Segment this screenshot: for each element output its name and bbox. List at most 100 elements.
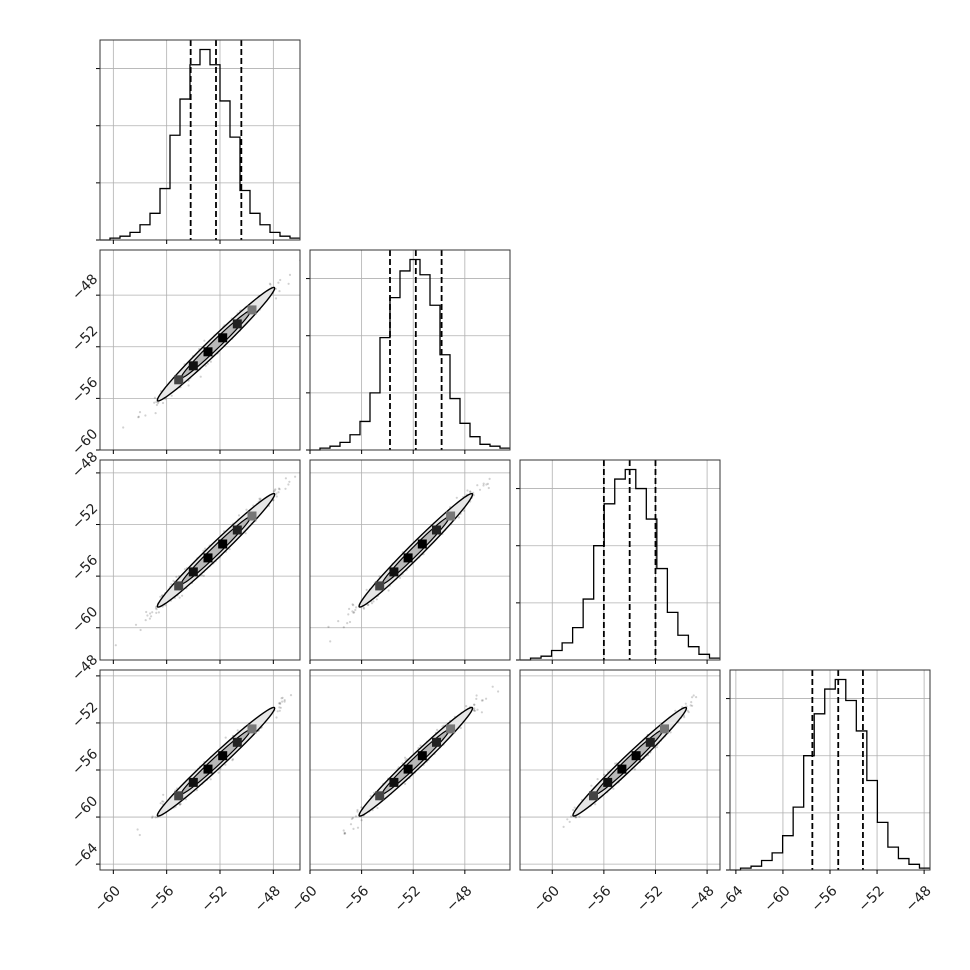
density-cell <box>188 777 198 787</box>
panel-frame <box>309 249 511 451</box>
scatter-layer <box>327 477 491 643</box>
scatter-point <box>278 709 281 712</box>
scatter-point <box>473 703 476 706</box>
density-cell <box>603 777 613 787</box>
scatter-point <box>485 483 488 486</box>
scatter-layer <box>562 694 698 829</box>
scatter-point <box>258 497 261 500</box>
scatter-point <box>683 716 686 719</box>
scatter-point <box>348 620 352 624</box>
scatter-point <box>327 625 330 629</box>
y-tick-label: −52 <box>69 699 101 731</box>
scatter-point <box>562 825 565 829</box>
panel-frame <box>309 459 511 661</box>
density-cell <box>589 791 598 801</box>
scatter-point <box>692 694 695 697</box>
scatter-point <box>139 628 142 632</box>
scatter-point <box>480 711 483 714</box>
scatter-point <box>155 611 158 615</box>
density-cell <box>247 724 257 734</box>
scatter-point <box>472 708 475 712</box>
x-tick-label: −60 <box>761 883 793 915</box>
scatter-point <box>603 773 606 776</box>
scatter-point <box>352 604 355 607</box>
scatter-point <box>181 594 184 597</box>
scatter-point <box>370 602 374 605</box>
scatter-point <box>353 611 356 614</box>
scatter-point <box>162 800 165 803</box>
scatter-point <box>283 699 286 702</box>
scatter-point <box>596 778 599 781</box>
scatter-point <box>209 778 212 781</box>
scatter-point <box>459 726 462 730</box>
scatter-point <box>691 704 694 707</box>
scatter-point <box>356 810 359 813</box>
scatter-point <box>155 403 158 407</box>
y-tick-label: −52 <box>69 501 101 533</box>
scatter-point <box>148 617 151 620</box>
density-cell <box>432 737 441 747</box>
scatter-point <box>178 803 181 806</box>
scatter-point <box>303 685 305 687</box>
scatter-point <box>278 488 281 491</box>
density-cell <box>660 724 669 734</box>
scatter-point <box>487 486 490 490</box>
scatter-point <box>114 644 117 647</box>
scatter-point <box>156 402 160 405</box>
panel-r2-c0: −60 −56 −52 −48 <box>69 449 301 664</box>
scatter-point <box>691 696 694 699</box>
scatter-point <box>217 771 220 774</box>
scatter-point <box>275 716 278 719</box>
scatter-point <box>574 816 578 819</box>
scatter-point <box>366 603 369 606</box>
scatter-point <box>568 820 571 824</box>
scatter-point <box>570 815 573 818</box>
scatter-point <box>365 588 368 592</box>
scatter-point <box>337 620 340 623</box>
x-tick-label: −64 <box>714 883 746 915</box>
scatter-point <box>278 706 281 709</box>
scatter-point <box>590 784 593 787</box>
panel-frame <box>99 459 301 661</box>
scatter-point <box>614 762 617 765</box>
scatter-point <box>351 816 354 820</box>
panel-r3-c0: −64 −60 −56 −52 −48 −60 −56 −52 −48 <box>69 652 305 915</box>
x-tick-label: −56 <box>145 883 177 915</box>
density-cell <box>232 319 242 329</box>
scatter-point <box>288 273 292 276</box>
histogram-series <box>520 468 720 661</box>
scatter-point <box>674 709 677 712</box>
density-cell <box>403 764 413 774</box>
scatter-point <box>481 699 484 702</box>
scatter-point <box>136 828 139 831</box>
scatter-point <box>154 412 157 415</box>
scatter-point <box>154 607 158 610</box>
scatter-point <box>342 626 345 629</box>
scatter-point <box>387 589 390 592</box>
scatter-point <box>344 832 347 835</box>
x-tick-label: −48 <box>903 883 935 915</box>
scatter-point <box>203 339 206 342</box>
panel-r3-c3: −64 −60 −56 −52 −48 <box>714 669 935 915</box>
scatter-point <box>274 488 277 491</box>
y-tick-label: −56 <box>69 374 101 406</box>
scatter-point <box>469 490 472 493</box>
x-tick-label: −52 <box>856 883 888 915</box>
scatter-layer <box>122 259 300 429</box>
scatter-point <box>283 700 286 703</box>
scatter-point <box>352 827 355 831</box>
scatter-point <box>279 706 282 709</box>
scatter-point <box>475 697 478 701</box>
density-cell <box>247 305 257 315</box>
scatter-point <box>154 816 157 819</box>
scatter-point <box>480 699 483 702</box>
scatter-point <box>342 829 345 832</box>
scatter-point <box>351 610 354 613</box>
y-tick-label: −48 <box>69 652 101 684</box>
scatter-point <box>687 711 690 714</box>
x-tick-label: −48 <box>252 883 284 915</box>
scatter-point <box>578 815 581 818</box>
density-cell <box>617 764 627 774</box>
scatter-point <box>224 763 227 766</box>
density-cell <box>389 777 399 787</box>
